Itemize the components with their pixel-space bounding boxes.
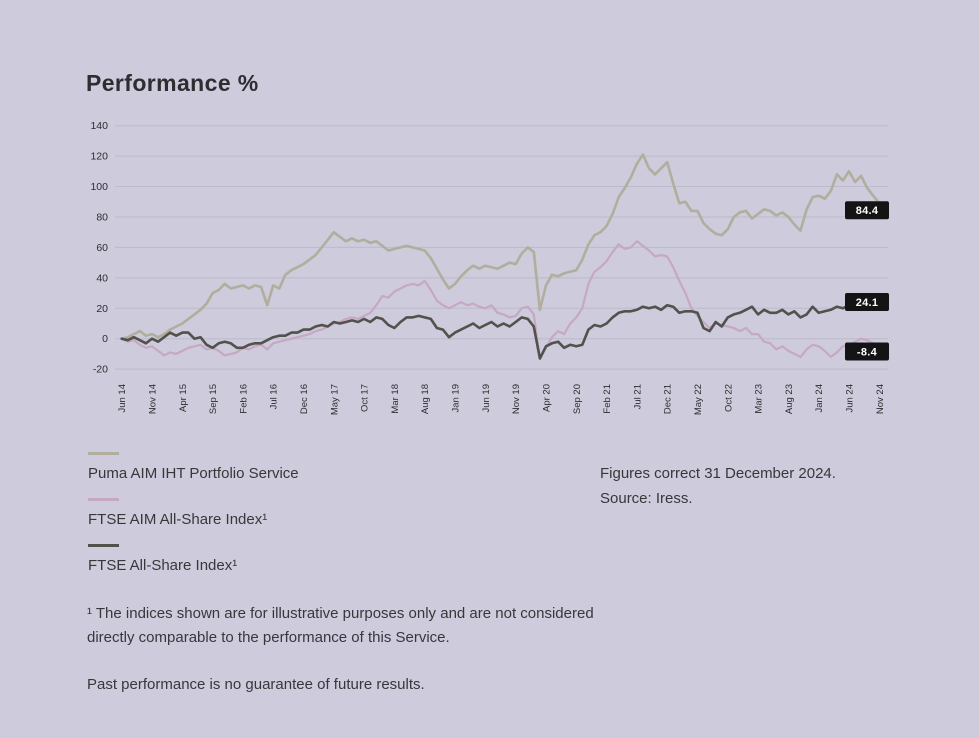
y-tick-label: -20 — [93, 364, 108, 376]
x-tick-label: Sep 20 — [572, 384, 583, 414]
x-tick-label: Dec 16 — [299, 384, 310, 414]
x-tick-label: Aug 18 — [420, 384, 431, 414]
x-tick-label: Nov 24 — [875, 384, 886, 414]
footnote-indices: ¹ The indices shown are for illustrative… — [87, 605, 594, 646]
x-axis-labels: Jun 14 Nov 14 Apr 15 Sep 15 Feb 16 Jul 16 Dec … — [117, 384, 886, 415]
source-note-date: Figures correct 31 December 2024. — [600, 465, 836, 482]
x-tick-label: Jul 21 — [632, 384, 643, 409]
performance-chart-svg: 140 120 100 80 60 40 20 0 -20 Jun 14 Nov 14 Apr 15 S… — [90, 120, 889, 415]
x-tick-label: Apr 15 — [178, 384, 189, 412]
series-line-ftse-aim-all-share-index — [120, 240, 887, 360]
x-tick-label: Jan 19 — [451, 384, 462, 413]
legend-item-puma-aim-iht: Puma AIM IHT Portfolio Service — [88, 452, 299, 483]
y-tick-label: 20 — [96, 303, 108, 315]
x-tick-label: Jul 16 — [269, 384, 280, 409]
page-title: Performance % — [86, 70, 259, 97]
gridlines — [115, 125, 888, 370]
performance-chart: 140 120 100 80 60 40 20 0 -20 Jun 14 Nov 14 Apr 15 S… — [90, 120, 889, 415]
source-note: Figures correct 31 December 2024. Source… — [600, 461, 836, 511]
x-tick-label: Sep 15 — [208, 384, 219, 414]
end-label-value: 24.1 — [856, 297, 879, 309]
y-tick-label: 0 — [102, 333, 108, 345]
legend-item-ftse-aim-all-share: FTSE AIM All-Share Index¹ — [88, 498, 299, 529]
x-tick-label: Apr 20 — [542, 384, 553, 412]
x-tick-label: May 17 — [329, 384, 340, 415]
x-tick-label: Mar 18 — [390, 384, 401, 414]
y-tick-label: 120 — [90, 151, 108, 163]
end-label-ftse-aim-all-share-index: -8.4 — [845, 342, 889, 361]
x-tick-label: Oct 17 — [360, 384, 371, 412]
y-tick-label: 60 — [96, 242, 108, 254]
end-label-box — [845, 293, 889, 311]
series-line-puma-aim-iht-portfolio-service — [120, 153, 887, 341]
y-axis-labels: 140 120 100 80 60 40 20 0 -20 — [90, 120, 108, 375]
end-label-value: 84.4 — [856, 205, 879, 217]
source-note-source: Source: Iress. — [600, 490, 693, 507]
footnote-past-performance: Past performance is no guarantee of futu… — [87, 676, 425, 693]
legend-label-ftse-aim-all-share: FTSE AIM All-Share Index¹ — [88, 511, 268, 528]
x-tick-label: Nov 14 — [148, 384, 159, 414]
end-label-value: -8.4 — [857, 346, 878, 358]
x-tick-label: Jun 14 — [117, 384, 128, 413]
footnotes: ¹ The indices shown are for illustrative… — [87, 602, 747, 720]
x-tick-label: Feb 21 — [602, 384, 613, 414]
x-tick-label: Jun 24 — [845, 384, 856, 413]
x-tick-label: Mar 23 — [754, 384, 765, 414]
x-tick-label: Dec 21 — [663, 384, 674, 414]
end-label-puma-aim-iht-portfolio-service: 84.4 — [845, 201, 889, 220]
legend-swatch-ftse-aim-all-share — [88, 498, 119, 501]
legend-item-ftse-all-share: FTSE All-Share Index¹ — [88, 544, 299, 575]
y-tick-label: 100 — [90, 181, 108, 193]
legend-label-puma-aim-iht: Puma AIM IHT Portfolio Service — [88, 465, 299, 482]
end-label-box — [845, 201, 889, 220]
y-tick-label: 80 — [96, 211, 108, 223]
x-tick-label: Aug 23 — [784, 384, 795, 414]
x-tick-label: Jun 19 — [481, 384, 492, 413]
x-tick-label: Nov 19 — [511, 384, 522, 414]
end-label-box — [845, 342, 889, 361]
legend-swatch-ftse-all-share — [88, 544, 119, 547]
chart-legend: Puma AIM IHT Portfolio Service FTSE AIM … — [88, 452, 299, 590]
legend-label-ftse-all-share: FTSE All-Share Index¹ — [88, 557, 238, 574]
end-label-ftse-all-share-index: 24.1 — [845, 293, 889, 311]
x-tick-label: Feb 16 — [238, 384, 249, 414]
x-tick-label: Jan 24 — [814, 384, 825, 413]
legend-swatch-puma-aim-iht — [88, 452, 119, 455]
x-tick-label: May 22 — [693, 384, 704, 415]
y-tick-label: 40 — [96, 272, 108, 284]
series-line-ftse-all-share-index — [120, 299, 887, 360]
y-tick-label: 140 — [90, 120, 108, 132]
x-tick-label: Oct 22 — [723, 384, 734, 412]
